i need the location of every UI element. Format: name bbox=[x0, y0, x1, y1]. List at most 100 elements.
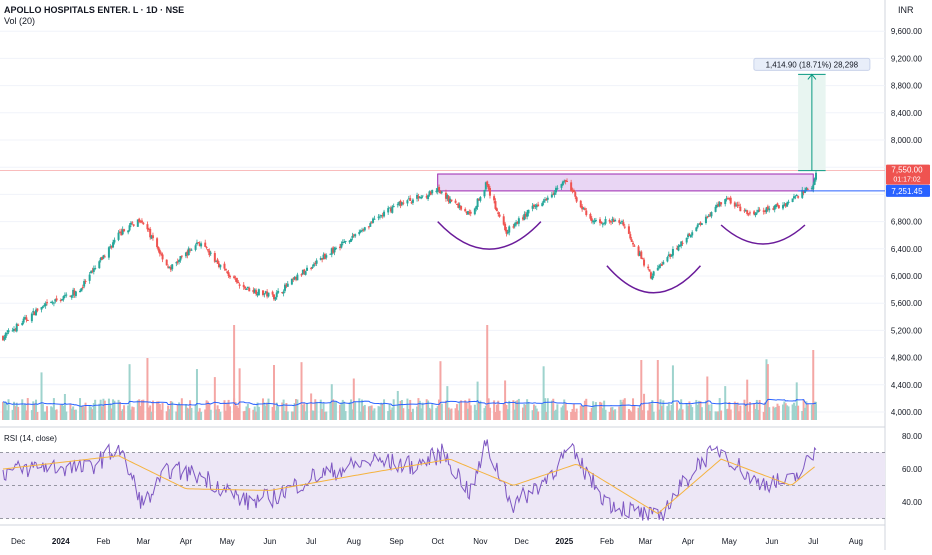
volume-bar bbox=[744, 403, 747, 420]
volume-bar bbox=[428, 407, 431, 420]
volume-bar bbox=[728, 402, 731, 420]
candle-body bbox=[593, 221, 596, 223]
candle-body bbox=[524, 214, 527, 217]
volume-bar bbox=[594, 402, 597, 420]
candle-body bbox=[484, 182, 487, 190]
volume-bar bbox=[497, 400, 500, 420]
candle-body bbox=[688, 233, 691, 236]
volume-bar bbox=[322, 402, 325, 420]
candle-body bbox=[340, 243, 343, 248]
volume-bar bbox=[186, 407, 189, 420]
volume-indicator-label[interactable]: Vol (20) bbox=[4, 16, 35, 26]
volume-bar bbox=[488, 407, 491, 420]
volume-bar bbox=[583, 400, 586, 420]
candle-body bbox=[391, 206, 394, 213]
candle-body bbox=[531, 205, 534, 209]
candle-body bbox=[695, 227, 698, 232]
candle-body bbox=[112, 242, 115, 248]
time-tick-label: Jul bbox=[306, 537, 316, 546]
candle-body bbox=[666, 257, 669, 262]
candle-body bbox=[50, 302, 53, 304]
last-price-badge bbox=[886, 164, 930, 185]
volume-bar bbox=[680, 399, 683, 420]
volume-bar bbox=[22, 404, 25, 420]
candle-body bbox=[564, 180, 567, 182]
price-tick-label: 8,800.00 bbox=[891, 82, 923, 91]
symbol-title[interactable]: APOLLO HOSPITALS ENTER. L · 1D · NSE bbox=[4, 5, 184, 15]
candle-body bbox=[632, 242, 635, 245]
candle-body bbox=[378, 216, 381, 218]
time-tick-label: Oct bbox=[431, 537, 444, 546]
volume-bar bbox=[457, 410, 460, 420]
volume-bar bbox=[495, 404, 498, 420]
volume-bar bbox=[161, 402, 164, 420]
candle-body bbox=[640, 251, 643, 259]
candle-body bbox=[248, 287, 251, 292]
candle-body bbox=[691, 232, 694, 236]
candle-body bbox=[582, 208, 585, 210]
candle-body bbox=[676, 248, 679, 250]
candle-body bbox=[618, 220, 621, 223]
volume-bar bbox=[407, 408, 410, 420]
candle-body bbox=[505, 229, 508, 234]
volume-bar bbox=[581, 405, 584, 420]
candle-body bbox=[762, 210, 765, 212]
candle-body bbox=[176, 261, 179, 263]
volume-bar bbox=[746, 379, 749, 420]
candle-body bbox=[81, 287, 84, 289]
candle-body bbox=[110, 246, 113, 248]
volume-spike bbox=[812, 350, 815, 420]
price-tick-label: 6,400.00 bbox=[891, 245, 923, 254]
candle-body bbox=[306, 267, 309, 271]
annotations: 1,414.90 (18.71%) 28,298 bbox=[0, 57, 885, 294]
volume-bar bbox=[83, 407, 86, 420]
candle-body bbox=[720, 202, 723, 205]
volume-bar bbox=[670, 404, 673, 420]
candle-body bbox=[681, 242, 684, 244]
volume-bar bbox=[333, 401, 336, 420]
volume-bar bbox=[388, 404, 391, 420]
volume-bar bbox=[267, 398, 270, 420]
volume-bar bbox=[406, 398, 409, 420]
candle-body bbox=[687, 234, 690, 238]
candle-body bbox=[526, 212, 529, 217]
volume-bar bbox=[303, 403, 306, 420]
volume-bar bbox=[248, 408, 251, 420]
volume-bar bbox=[502, 403, 505, 420]
volume-bar bbox=[592, 401, 595, 420]
candle-body bbox=[344, 240, 347, 243]
volume-bar bbox=[431, 404, 434, 420]
volume-bar bbox=[638, 405, 641, 420]
candle-body bbox=[546, 197, 549, 200]
volume-bar bbox=[274, 410, 277, 420]
volume-bar bbox=[574, 411, 577, 420]
volume-bar bbox=[315, 401, 318, 420]
candle-body bbox=[54, 299, 57, 302]
volume-bar bbox=[223, 400, 226, 420]
volume-bar bbox=[552, 398, 555, 420]
volume-bar bbox=[54, 410, 57, 420]
candle-body bbox=[633, 245, 636, 247]
volume-bar bbox=[735, 404, 738, 420]
currency-label[interactable]: INR bbox=[898, 5, 914, 15]
candle-body bbox=[189, 249, 192, 251]
volume-bar bbox=[127, 405, 130, 420]
candle-body bbox=[775, 204, 778, 208]
volume-bar bbox=[32, 401, 35, 420]
volume-bar bbox=[189, 400, 192, 420]
volume-bar bbox=[521, 407, 524, 420]
candle-body bbox=[266, 291, 269, 297]
measure-label-box bbox=[753, 57, 871, 71]
candle-body bbox=[46, 302, 49, 304]
candle-body bbox=[669, 254, 672, 257]
candle-body bbox=[417, 196, 420, 199]
volume-bar bbox=[73, 409, 76, 420]
candle-body bbox=[479, 197, 482, 201]
candle-body bbox=[2, 336, 4, 341]
volume-bar bbox=[112, 399, 115, 420]
rsi-label[interactable]: RSI (14, close) bbox=[4, 434, 57, 443]
volume-bar bbox=[411, 408, 414, 420]
candle-body bbox=[801, 189, 804, 198]
volume-bar bbox=[696, 404, 699, 420]
